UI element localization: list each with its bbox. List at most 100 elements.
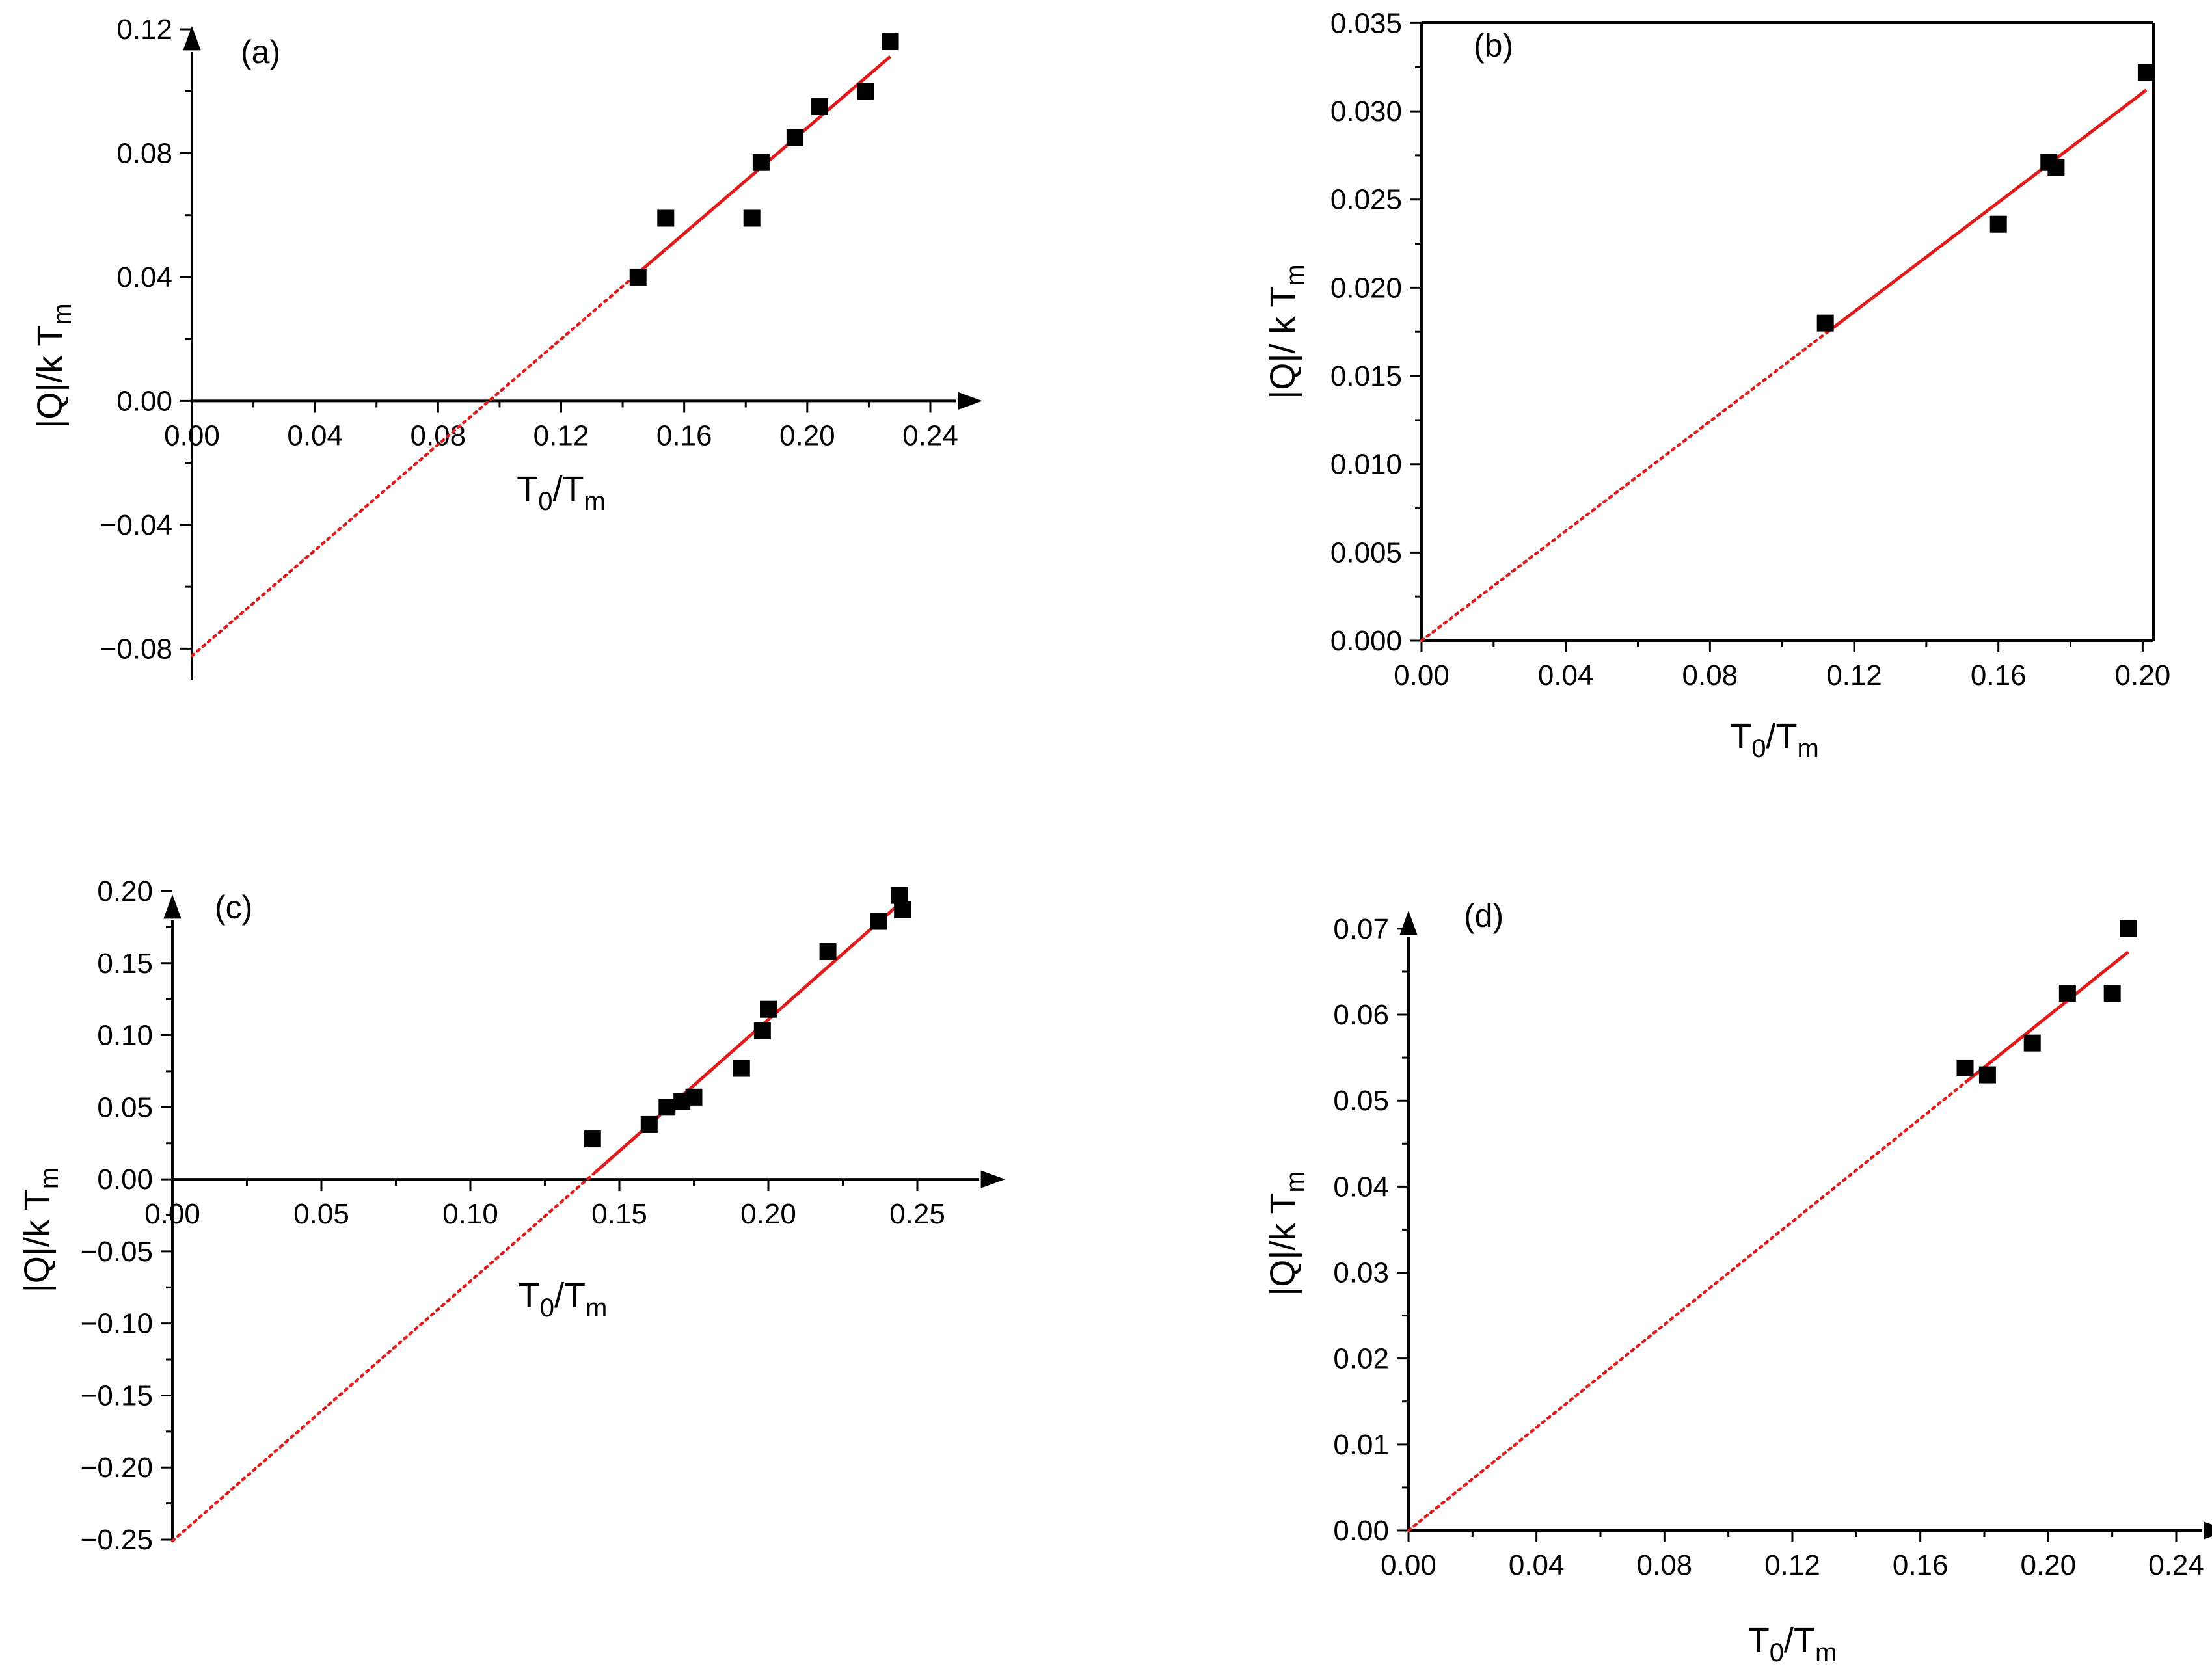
y-tick-label: 0.04 <box>1333 1171 1389 1203</box>
data-point <box>1816 314 1834 332</box>
data-point <box>658 1099 676 1116</box>
panel-d: 0.00 0.04 0.08 0.12 0.16 0.20 0.24 0.00 0.01 0.02… <box>1263 898 2212 1667</box>
x-tick-label: 0.16 <box>1893 1549 1949 1581</box>
y-tick-label: 0.025 <box>1330 184 1402 216</box>
x-tick-label: 0.00 <box>1394 660 1450 691</box>
y-tick-label: −0.04 <box>100 509 172 541</box>
y-tick-label: 0.20 <box>97 875 153 907</box>
x-tick-label: 0.20 <box>2115 660 2171 691</box>
x-tick-label: 0.04 <box>1509 1549 1565 1581</box>
x-tick-label: 0.16 <box>656 420 712 451</box>
data-point <box>1989 215 2007 233</box>
x-axis-label: T0/Tm <box>517 470 606 516</box>
panel-label: (a) <box>241 34 280 70</box>
x-tick-label: 0.12 <box>1826 660 1882 691</box>
x-tick-label: 0.15 <box>591 1198 647 1230</box>
data-point <box>584 1130 601 1148</box>
y-axis-arrow <box>183 26 201 51</box>
y-tick-label: −0.15 <box>81 1380 153 1411</box>
x-axis-arrow <box>958 392 982 410</box>
y-tick-label: 0.08 <box>116 137 172 169</box>
data-point <box>811 98 828 116</box>
y-tick-label: 0.12 <box>116 14 172 46</box>
y-axis-arrow <box>163 894 182 919</box>
x-tick-label: 0.10 <box>442 1198 498 1230</box>
y-tick-label: 0.020 <box>1330 272 1402 304</box>
panel-a: 0.00 0.04 0.08 0.12 0.16 0.20 0.24 −0.08 −0.04 0.… <box>31 14 982 680</box>
y-tick-label: 0.01 <box>1333 1429 1389 1461</box>
y-tick-label: 0.035 <box>1330 7 1402 39</box>
y-axis-label: |Q|/ k Tm <box>1263 264 1310 399</box>
y-tick-label: 0.00 <box>1333 1515 1389 1547</box>
x-tick-label: 0.24 <box>902 420 958 451</box>
x-tick-label: 0.24 <box>2148 1549 2204 1581</box>
data-point <box>629 268 647 286</box>
x-tick-label: 0.04 <box>1538 660 1594 691</box>
y-tick-label: −0.08 <box>100 633 172 665</box>
data-point <box>733 1060 750 1077</box>
panel-label: (d) <box>1464 898 1504 934</box>
x-tick-label: 0.00 <box>164 420 220 451</box>
y-axis-label: |Q|/k Tm <box>18 1168 64 1292</box>
y-axis-label: |Q|/k Tm <box>1263 1171 1310 1296</box>
panel-label: (c) <box>215 889 252 926</box>
data-point <box>760 1000 777 1018</box>
y-tick-label: 0.10 <box>97 1020 153 1052</box>
data-point <box>857 83 874 100</box>
data-point <box>2120 920 2137 937</box>
y-tick-label: −0.05 <box>81 1236 153 1268</box>
x-tick-label: 0.08 <box>1682 660 1738 691</box>
data-point <box>2103 984 2121 1002</box>
data-point <box>1978 1066 1996 1084</box>
x-tick-label: 0.25 <box>889 1198 945 1230</box>
x-tick-label: 0.08 <box>1637 1549 1693 1581</box>
data-point <box>2023 1034 2041 1052</box>
data-point <box>819 943 837 961</box>
y-tick-label: 0.04 <box>116 261 172 293</box>
y-tick-label: 0.03 <box>1333 1257 1389 1289</box>
x-tick-label: 0.20 <box>2021 1549 2077 1581</box>
data-point <box>753 1022 771 1039</box>
data-point <box>2137 64 2155 81</box>
y-tick-label: −0.10 <box>81 1308 153 1340</box>
y-tick-label: 0.010 <box>1330 449 1402 481</box>
x-tick-label: 0.08 <box>411 420 466 451</box>
data-point <box>870 913 887 930</box>
y-tick-label: −0.20 <box>81 1452 153 1484</box>
y-tick-label: 0.000 <box>1330 625 1402 657</box>
y-axis-arrow <box>1399 911 1418 935</box>
x-tick-label: 0.00 <box>1381 1549 1436 1581</box>
x-tick-label: 0.16 <box>1971 660 2027 691</box>
fit-extrapolation-line <box>1420 332 1827 643</box>
x-axis-label: T0/Tm <box>519 1276 608 1322</box>
data-point <box>685 1088 703 1106</box>
panel-c: 0.00 0.05 0.10 0.15 0.20 0.25 −0.25 −0.20 −0.15 −… <box>18 875 1005 1556</box>
x-tick-label: 0.04 <box>287 420 343 451</box>
y-tick-label: 0.005 <box>1330 537 1402 568</box>
y-tick-label: 0.15 <box>97 948 153 980</box>
panel-label: (b) <box>1474 27 1513 64</box>
data-point <box>882 33 899 51</box>
y-tick-label: −0.25 <box>81 1524 153 1556</box>
x-axis-label: T0/Tm <box>1748 1621 1837 1667</box>
data-point <box>752 154 770 171</box>
y-tick-label: 0.00 <box>97 1164 153 1195</box>
x-axis-label: T0/Tm <box>1730 717 1819 763</box>
data-point <box>2058 984 2076 1002</box>
fit-line <box>1824 88 2148 335</box>
fit-extrapolation-line <box>170 1170 597 1543</box>
x-axis-arrow <box>980 1170 1005 1188</box>
panel-b: 0.00 0.04 0.08 0.12 0.16 0.20 0.000 0.005 0.010 0… <box>1263 7 2170 763</box>
data-point <box>786 129 803 146</box>
data-point <box>894 901 911 918</box>
y-tick-label: 0.030 <box>1330 96 1402 127</box>
x-tick-label: 0.20 <box>740 1198 796 1230</box>
x-tick-label: 0.12 <box>533 420 589 451</box>
data-point <box>1956 1059 1974 1076</box>
x-axis-arrow <box>2204 1521 2212 1540</box>
data-point <box>743 209 761 227</box>
y-tick-label: 0.05 <box>97 1091 153 1123</box>
data-point <box>2047 159 2065 176</box>
fit-extrapolation-line <box>190 271 640 658</box>
